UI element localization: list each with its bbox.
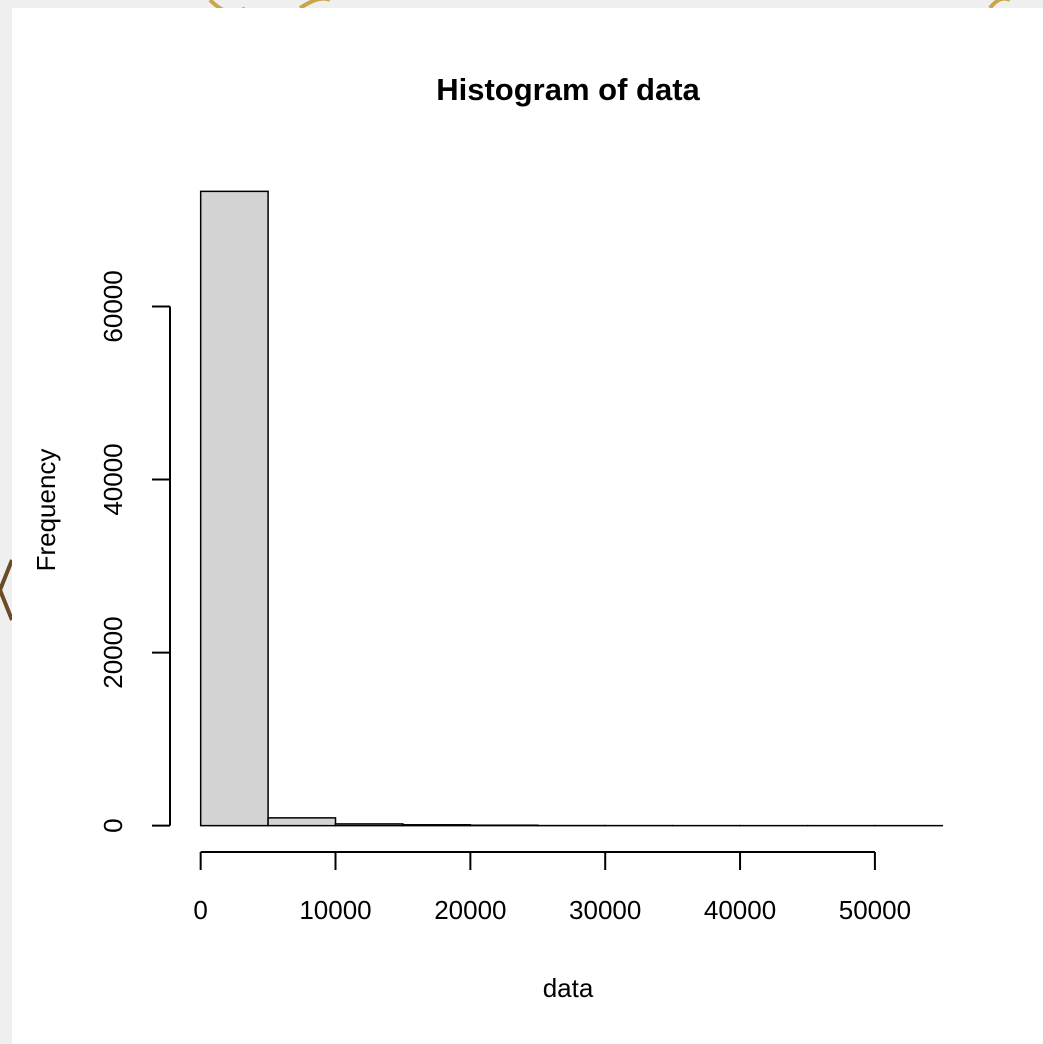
chart-title: Histogram of data — [436, 72, 700, 107]
bar — [402, 824, 472, 827]
x-tick-label: 50000 — [839, 895, 911, 925]
y-axis-title: Frequency — [31, 449, 61, 572]
y-tick-label: 0 — [98, 818, 128, 832]
y-tick-label: 20000 — [98, 616, 128, 688]
y-tick-label: 60000 — [98, 270, 128, 342]
bar — [334, 823, 404, 827]
bar — [199, 190, 269, 827]
y-tick-label: 40000 — [98, 443, 128, 515]
decoration — [0, 559, 14, 621]
bar — [267, 817, 337, 827]
x-tick-label: 30000 — [569, 895, 641, 925]
x-tick-label: 0 — [193, 895, 207, 925]
plot-panel — [12, 8, 1043, 1044]
x-tick-label: 40000 — [704, 895, 776, 925]
x-tick-label: 20000 — [434, 895, 506, 925]
x-axis-title: data — [543, 973, 594, 1003]
x-tick-label: 10000 — [299, 895, 371, 925]
